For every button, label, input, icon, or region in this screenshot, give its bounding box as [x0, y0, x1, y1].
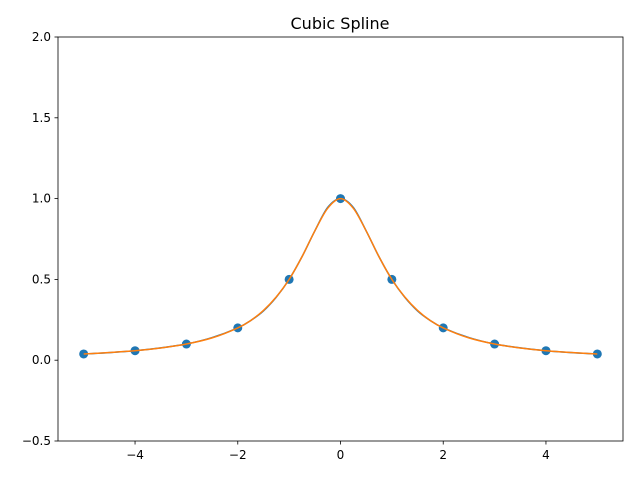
x-tick-label: −2 [229, 448, 247, 462]
series-line-1 [83, 197, 598, 355]
y-tick-label: 0.0 [32, 353, 51, 367]
x-tick-label: 4 [542, 448, 550, 462]
x-tick-label: −4 [126, 448, 144, 462]
y-tick-label: −0.5 [22, 434, 51, 448]
y-tick-label: 1.0 [32, 192, 51, 206]
series-line-2 [83, 197, 598, 355]
y-tick-label: 1.5 [32, 111, 51, 125]
x-tick-label: 2 [439, 448, 447, 462]
x-tick-label: 0 [337, 448, 345, 462]
axes-frame [57, 36, 624, 442]
series-layer [79, 194, 602, 359]
chart-title: Cubic Spline [291, 14, 390, 33]
axes-layer: −4 −2 0 2 4 −0.5 0.0 0.5 1.0 1.5 2.0 [22, 30, 624, 462]
y-tick-label: 2.0 [32, 30, 51, 44]
y-tick-label: 0.5 [32, 272, 51, 286]
